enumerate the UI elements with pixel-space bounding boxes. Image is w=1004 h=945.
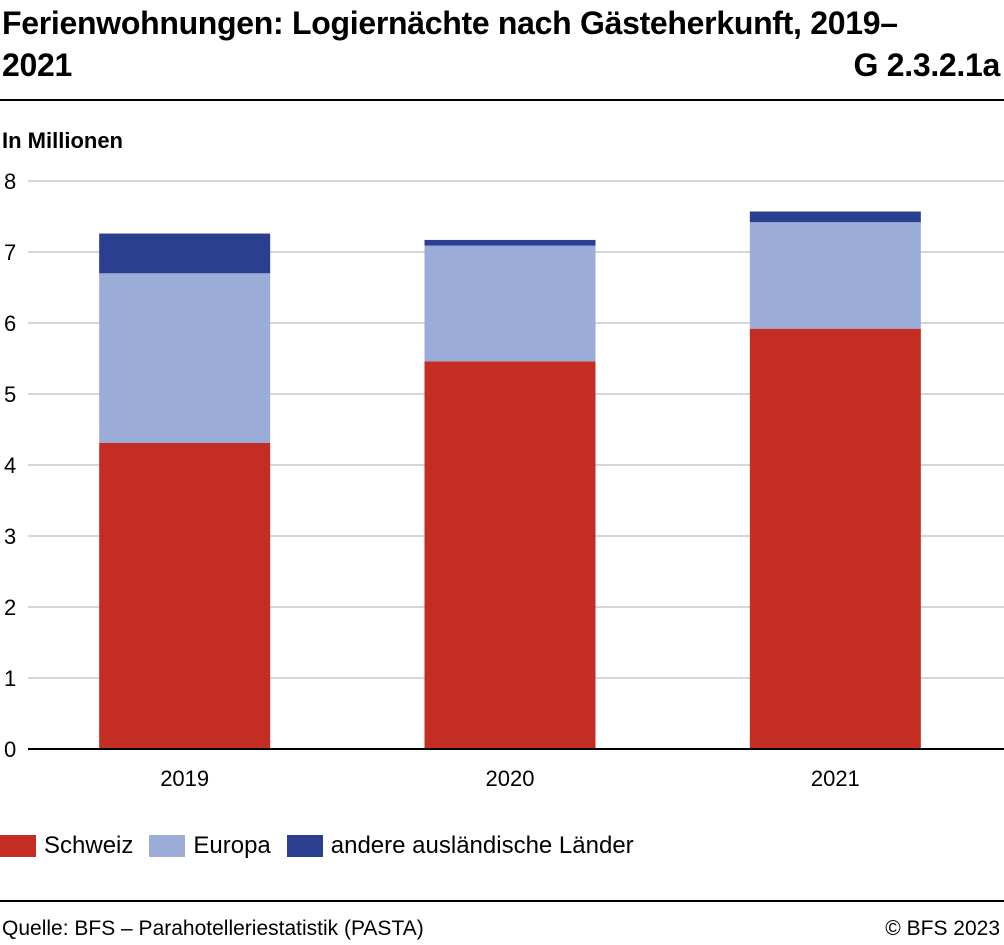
- y-tick-label-3: 3: [4, 524, 16, 549]
- chart-title: Ferienwohnungen: Logiernächte nach Gäste…: [2, 5, 898, 83]
- legend-label-andere: andere ausländische Länder: [330, 832, 634, 859]
- legend-label-europa: Europa: [193, 832, 271, 859]
- bottom-rule: [0, 900, 1004, 902]
- legend-label-schweiz: Schweiz: [44, 832, 134, 859]
- legend-item-europa: Europa: [149, 831, 271, 861]
- legend-swatch-andere: [286, 835, 323, 857]
- y-tick-label-7: 7: [4, 240, 16, 265]
- top-rule: [0, 99, 1004, 101]
- x-tick-label-2019: 2019: [160, 766, 209, 791]
- legend-swatch-schweiz: [0, 835, 36, 857]
- chart-plot: 0 1 2 3 4 5 6 7 8 2019 2020 2021: [4, 169, 1004, 791]
- bar-schweiz-2020: [424, 361, 596, 749]
- y-tick-label-6: 6: [4, 311, 16, 336]
- legend-swatch-europa: [149, 835, 186, 857]
- chart-id: G 2.3.2.1a: [853, 47, 1001, 83]
- copyright-note: © BFS 2023: [885, 917, 1000, 940]
- bar-andere-2020: [424, 239, 596, 246]
- source-note: Quelle: BFS – Parahotelleriestatistik (P…: [2, 917, 424, 940]
- legend-item-schweiz: Schweiz: [0, 831, 133, 861]
- bar-andere-2019: [99, 233, 271, 274]
- x-tick-label-2021: 2021: [811, 766, 860, 791]
- y-tick-label-1: 1: [4, 666, 16, 691]
- legend: Schweiz Europa andere ausländische Lände…: [0, 831, 650, 861]
- x-tick-label-2020: 2020: [486, 766, 535, 791]
- y-tick-label-8: 8: [4, 169, 16, 194]
- y-tick-label-4: 4: [4, 453, 16, 478]
- y-tick-label-0: 0: [4, 737, 16, 762]
- bar-europa-2019: [99, 273, 271, 443]
- legend-item-andere: andere ausländische Länder: [286, 831, 634, 861]
- bar-schweiz-2021: [749, 328, 921, 749]
- bar-europa-2020: [424, 245, 596, 362]
- y-tick-label-5: 5: [4, 382, 16, 407]
- bar-andere-2021: [749, 211, 921, 223]
- bar-europa-2021: [749, 222, 921, 329]
- bar-schweiz-2019: [99, 442, 271, 749]
- y-axis-unit-label: In Millionen: [2, 128, 123, 153]
- y-tick-label-2: 2: [4, 595, 16, 620]
